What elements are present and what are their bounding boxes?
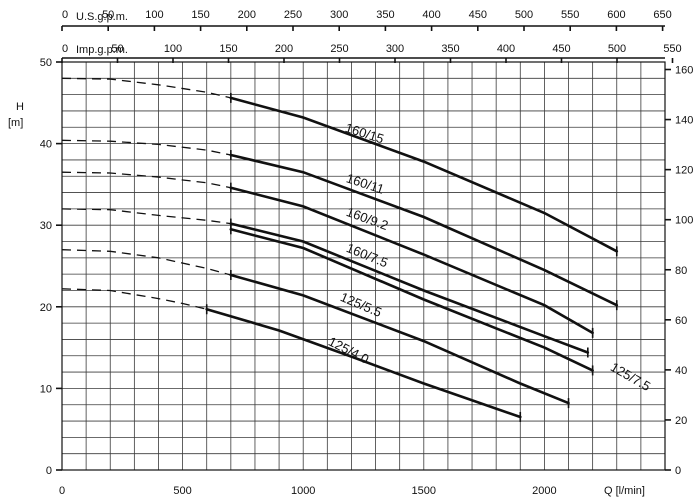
x-tick-label: 1500: [412, 485, 436, 497]
usgpm-tick-label: 600: [607, 9, 625, 21]
usgpm-tick-label: 650: [653, 9, 671, 21]
curve-label: 125/4.0: [326, 334, 371, 367]
y-tick-label: 50: [40, 57, 52, 69]
curve-dashed-part: [61, 288, 207, 310]
usgpm-tick-label: 0: [62, 9, 68, 21]
curve-solid-part: [229, 153, 619, 307]
y-axis-label: H [m]: [8, 101, 24, 129]
impgpm-tick-label: 350: [441, 43, 459, 55]
curve-dashed-part: [61, 139, 231, 156]
impgpm-tick-label: 550: [663, 43, 681, 55]
y-axis-right: 0 20 40 60 80 100 120 140 160: [665, 65, 693, 477]
usgpm-tick-label: 350: [376, 9, 394, 21]
curve-dashed-part: [61, 77, 231, 99]
curve-160-15: 160/15: [61, 77, 619, 257]
y-axis-label-line: H: [16, 101, 24, 113]
usgpm-tick-label: 300: [330, 9, 348, 21]
curve-solid-part: [229, 228, 594, 372]
curves: 160/15160/11160/9.2160/7.5125/7.5125/5.5…: [61, 77, 653, 422]
usgpm-tick-label: 250: [284, 9, 302, 21]
curve-solid-part: [205, 307, 522, 419]
curve-dashed-part: [61, 208, 231, 225]
y-tick-label: 10: [40, 383, 52, 395]
curve-125-5-5: 125/5.5: [61, 249, 570, 409]
y-tick-label: 40: [40, 139, 52, 151]
x-axis-label: Q [l/min]: [604, 485, 645, 497]
impgpm-tick-label: 150: [219, 43, 237, 55]
top-axis-impgpm: 0 50 100 150 200 250 300 350 400 450 500 550: [61, 43, 682, 63]
curve-solid-part: [229, 186, 594, 335]
x-tick-label: 1000: [291, 485, 315, 497]
curve-label: 160/15: [343, 120, 385, 147]
y-tick-label: 30: [40, 220, 52, 232]
curve-160-7-5: 160/7.5: [61, 208, 590, 358]
right-tick-label: 120: [675, 165, 693, 177]
right-tick-label: 100: [675, 215, 693, 227]
top-axis-usgpm: 0 50 100 150 200 250 300 350 400 450 500 550 600 650: [61, 9, 672, 31]
y-axis-left: 0 10 20 30 40 50: [40, 57, 62, 477]
x-axis: 0 500 1000 1500 2000: [59, 485, 557, 497]
impgpm-tick-label: 100: [164, 43, 182, 55]
y-axis-label-line: [m]: [8, 117, 23, 129]
usgpm-tick-label: 450: [469, 9, 487, 21]
right-tick-label: 0: [675, 465, 681, 477]
usgpm-tick-label: 100: [145, 9, 163, 21]
x-tick-label: 0: [59, 485, 65, 497]
plot-frame: [61, 61, 666, 471]
top-axis-impgpm-label: Imp.g.p.m.: [76, 44, 128, 56]
usgpm-tick-label: 150: [191, 9, 209, 21]
curve-dashed-part: [61, 171, 231, 189]
y-tick-label: 20: [40, 302, 52, 314]
usgpm-tick-label: 50: [102, 9, 114, 21]
x-tick-label: 500: [173, 485, 191, 497]
impgpm-tick-label: 50: [111, 43, 123, 55]
impgpm-tick-label: 500: [608, 43, 626, 55]
right-tick-label: 40: [675, 365, 687, 377]
right-tick-label: 160: [675, 65, 693, 77]
impgpm-tick-label: 400: [497, 43, 515, 55]
usgpm-tick-label: 550: [561, 9, 579, 21]
top-axis-usgpm-label: U.S.g.p.m.: [76, 11, 128, 23]
curve-label: 125/5.5: [338, 289, 384, 320]
impgpm-tick-label: 0: [62, 43, 68, 55]
usgpm-tick-label: 400: [422, 9, 440, 21]
usgpm-tick-label: 500: [515, 9, 533, 21]
curve-solid-part: [229, 96, 619, 253]
curve-solid-part: [229, 222, 590, 354]
curve-solid-part: [229, 273, 570, 405]
x-tick-label: 2000: [532, 485, 556, 497]
y-tick-label: 0: [46, 465, 52, 477]
right-tick-label: 60: [675, 315, 687, 327]
impgpm-tick-label: 200: [275, 43, 293, 55]
impgpm-tick-label: 300: [386, 43, 404, 55]
grid: [61, 61, 666, 471]
right-tick-label: 140: [675, 115, 693, 127]
usgpm-tick-label: 200: [238, 9, 256, 21]
right-tick-label: 20: [675, 415, 687, 427]
impgpm-tick-label: 250: [330, 43, 348, 55]
right-tick-label: 80: [675, 265, 687, 277]
curve-dashed-part: [61, 249, 231, 276]
curve-125-7-5: 125/7.5: [229, 224, 653, 394]
impgpm-tick-label: 450: [552, 43, 570, 55]
